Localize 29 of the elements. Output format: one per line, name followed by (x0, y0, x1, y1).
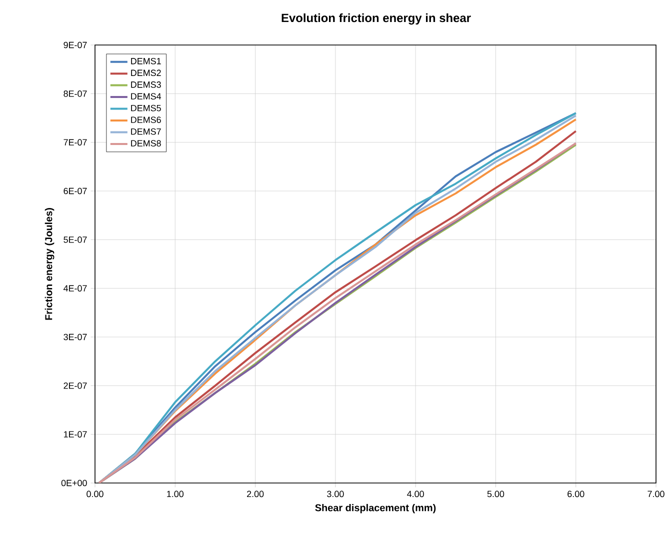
x-tick-label: 3.00 (327, 490, 344, 498)
legend-label: DEMS8 (131, 140, 161, 146)
legend-label: DEMS7 (131, 128, 161, 135)
legend-label: DEMS6 (131, 116, 161, 124)
y-tick-label: 6E-07 (64, 188, 87, 194)
chart-title: Evolution friction energy in shear (282, 13, 471, 25)
x-tick-label: 6.00 (568, 490, 584, 498)
y-tick-label: 9E-07 (64, 42, 87, 48)
y-tick-label: 1E-07 (64, 431, 87, 438)
y-tick-label: 3E-07 (64, 334, 87, 340)
legend-label: DEMS3 (131, 81, 161, 88)
y-tick-label: 5E-07 (64, 236, 87, 243)
y-tick-label: 8E-07 (64, 90, 87, 97)
legend-label: DEMS5 (131, 104, 161, 112)
x-tick-label: 1.00 (167, 490, 184, 498)
y-tick-label: 2E-07 (64, 382, 87, 389)
y-tick-label: 7E-07 (64, 139, 87, 146)
x-tick-label: 4.00 (407, 490, 424, 498)
x-axis-title: Shear displacement (mm) (315, 504, 436, 514)
y-tick-label: 4E-07 (64, 285, 87, 292)
y-tick-label: 0E+00 (61, 480, 87, 486)
y-axis-title: Friction energy (Joules) (44, 208, 54, 320)
legend-label: DEMS4 (131, 93, 162, 100)
legend-label: DEMS2 (131, 70, 161, 76)
x-tick-label: 7.00 (648, 490, 664, 498)
x-tick-label: 0.00 (86, 490, 104, 498)
legend-label: DEMS1 (131, 58, 161, 64)
x-tick-label: 5.00 (487, 490, 504, 498)
x-tick-label: 2.00 (247, 490, 264, 498)
